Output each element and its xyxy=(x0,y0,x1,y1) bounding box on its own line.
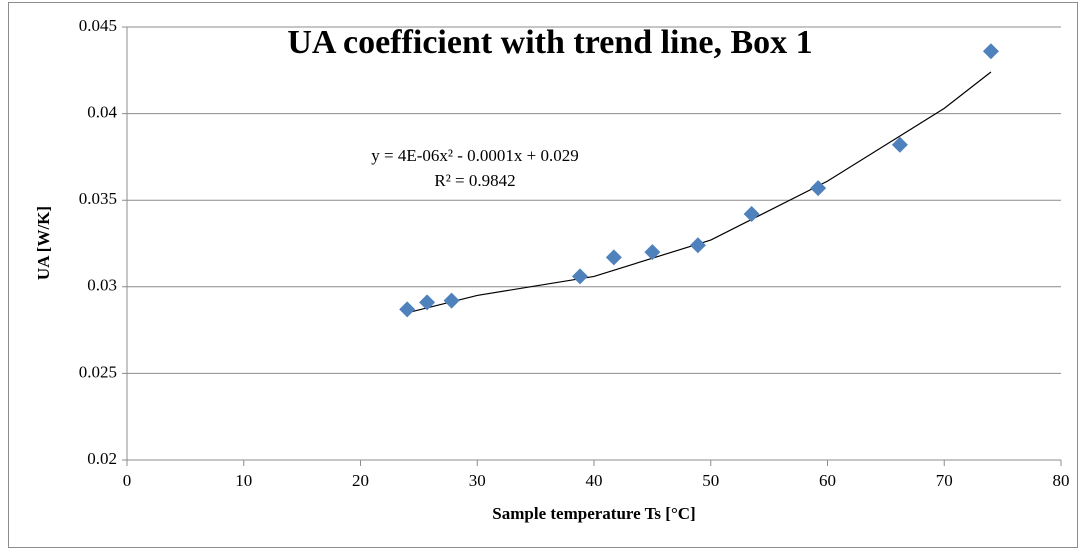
data-point xyxy=(810,180,827,197)
data-point xyxy=(571,268,588,285)
y-tick-label: 0.035 xyxy=(79,189,117,208)
trend-equation: y = 4E-06x² - 0.0001x + 0.029 xyxy=(371,146,578,165)
x-tick-label: 60 xyxy=(819,471,836,490)
y-axis-label: UA [W/K] xyxy=(34,206,53,280)
y-tick-label: 0.025 xyxy=(79,362,117,381)
x-tick-label: 30 xyxy=(469,471,486,490)
trend-line xyxy=(407,71,992,314)
data-point xyxy=(689,237,706,254)
x-axis-label: Sample temperature Ts [°C] xyxy=(492,504,695,523)
y-tick-label: 0.045 xyxy=(79,16,117,35)
data-point xyxy=(605,249,622,266)
x-tick-label: 50 xyxy=(702,471,719,490)
data-point xyxy=(644,244,661,261)
x-tick-label: 20 xyxy=(352,471,369,490)
data-point xyxy=(891,136,908,153)
y-tick-label: 0.04 xyxy=(87,103,117,122)
data-point xyxy=(419,294,436,311)
chart-title: UA coefficient with trend line, Box 1 xyxy=(287,24,812,61)
x-tick-label: 0 xyxy=(123,471,132,490)
data-point xyxy=(982,43,999,60)
y-tick-label: 0.02 xyxy=(87,449,117,468)
x-tick-label: 10 xyxy=(235,471,252,490)
x-tick-label: 80 xyxy=(1053,471,1070,490)
x-tick-label: 40 xyxy=(586,471,603,490)
data-point xyxy=(399,301,416,318)
r-squared: R² = 0.9842 xyxy=(434,171,515,190)
y-tick-label: 0.03 xyxy=(87,276,117,295)
data-point xyxy=(443,292,460,309)
chart-frame xyxy=(8,2,1078,548)
x-tick-label: 70 xyxy=(936,471,953,490)
data-point xyxy=(743,206,760,223)
